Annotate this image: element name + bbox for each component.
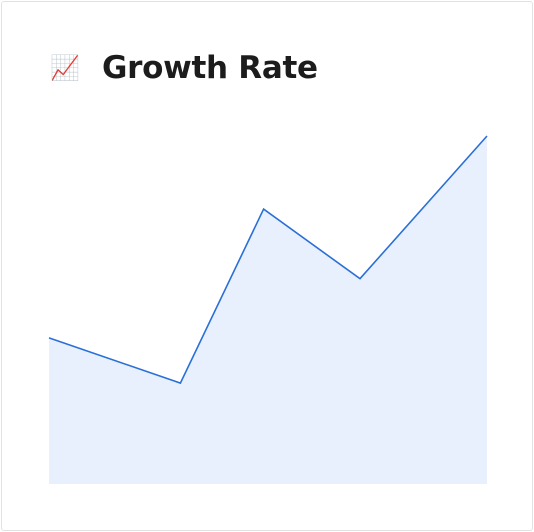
area-line [48, 135, 488, 385]
header: 📈 Growth Rate [50, 48, 318, 88]
area-fill [49, 136, 487, 484]
chart-title: Growth Rate [102, 50, 318, 86]
chart-icon: 📈 [50, 54, 80, 82]
